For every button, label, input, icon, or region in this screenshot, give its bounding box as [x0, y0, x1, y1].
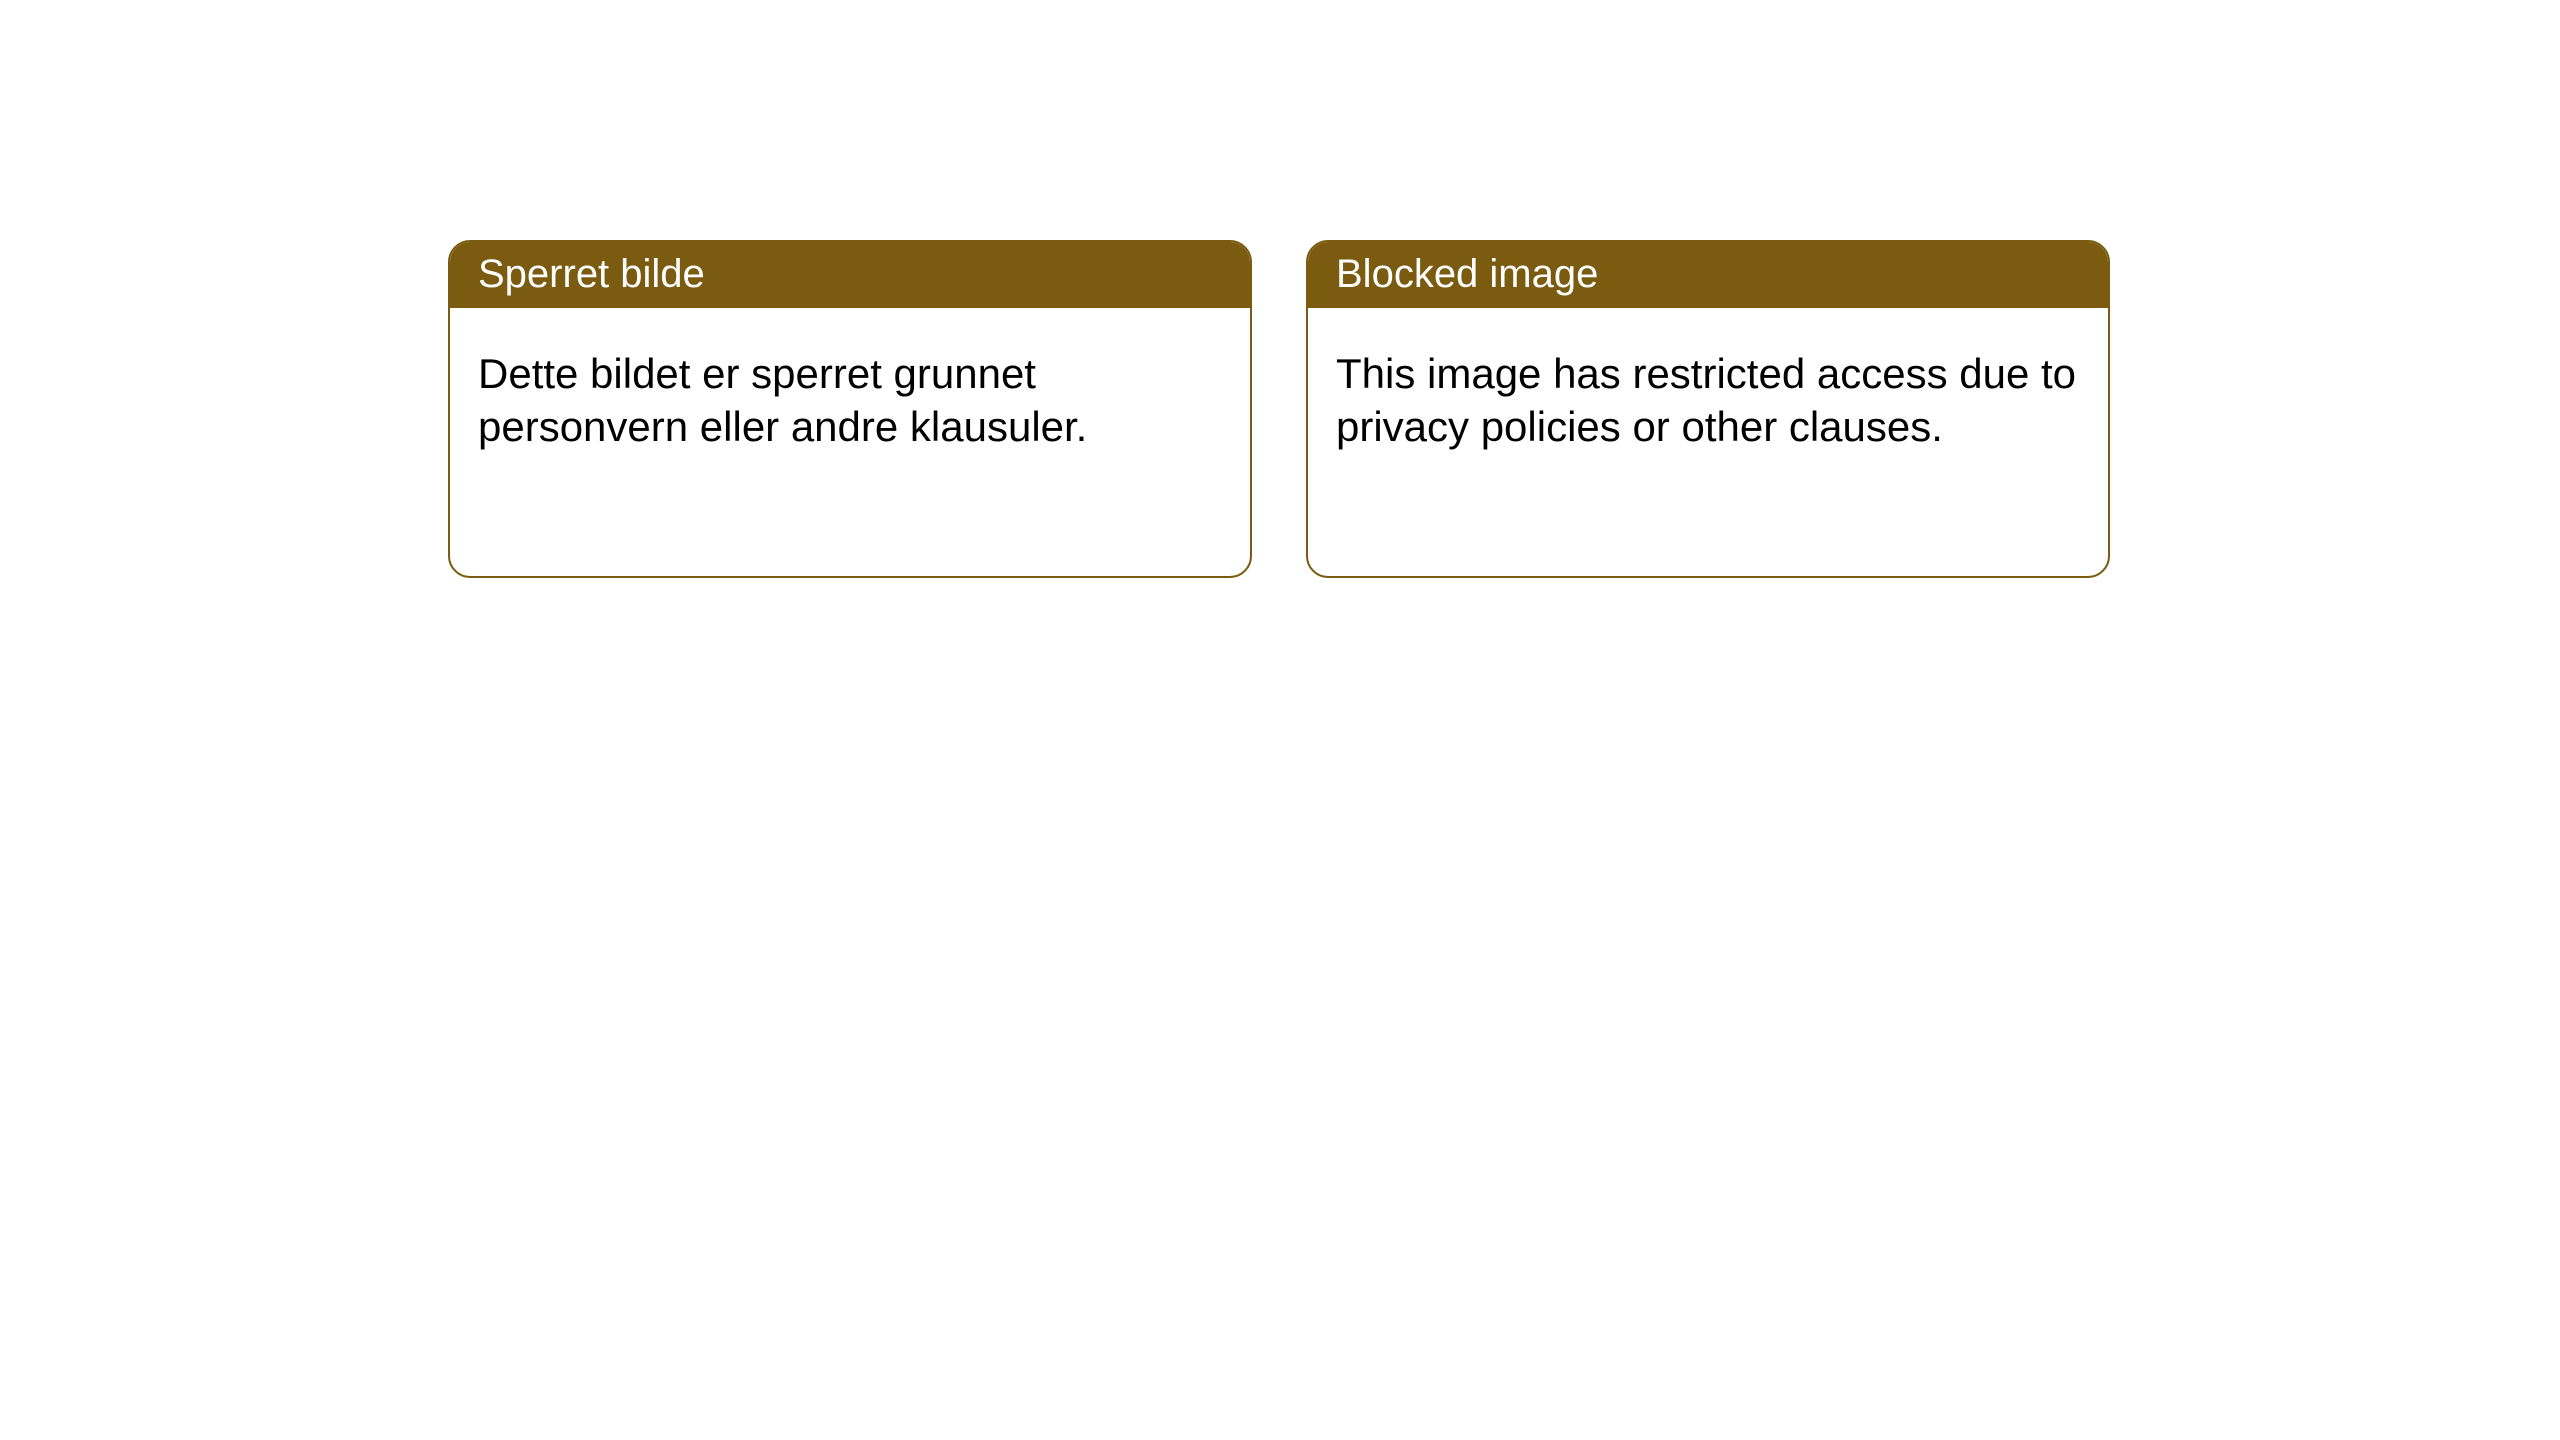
blocked-image-card-en: Blocked image This image has restricted … [1306, 240, 2110, 578]
card-title: Sperret bilde [450, 242, 1250, 308]
card-body-text: This image has restricted access due to … [1308, 308, 2108, 453]
notice-card-row: Sperret bilde Dette bildet er sperret gr… [448, 240, 2110, 578]
card-title: Blocked image [1308, 242, 2108, 308]
card-body-text: Dette bildet er sperret grunnet personve… [450, 308, 1250, 453]
blocked-image-card-no: Sperret bilde Dette bildet er sperret gr… [448, 240, 1252, 578]
